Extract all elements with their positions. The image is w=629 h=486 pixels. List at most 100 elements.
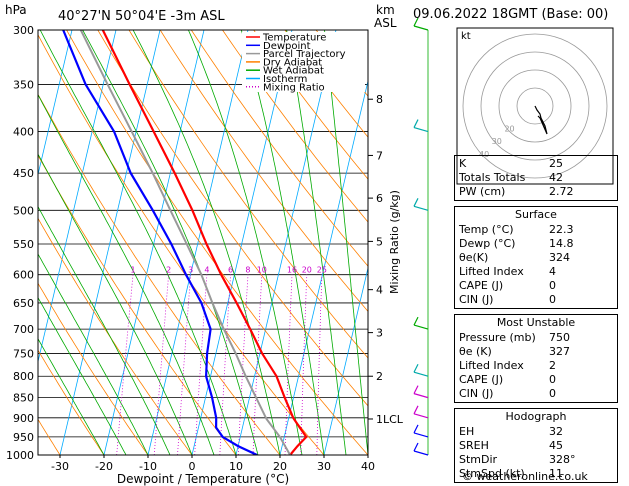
surface-index-value: 4 [549, 265, 556, 278]
hodograph-index-key: EH [459, 425, 475, 438]
legend-entry: Wet Adiabat [263, 66, 324, 77]
pressure-tick-label: 1000 [6, 449, 34, 462]
pressure-tick-label: 700 [13, 323, 34, 336]
isotherm [147, 30, 249, 455]
hodograph-index-row: StmSpd (kt) 11 [455, 467, 617, 481]
most-unstable-index-value: 2 [549, 359, 556, 372]
most-unstable-index-key: θe (K) [459, 345, 492, 358]
wet-adiabat [38, 338, 105, 455]
surface-index-value: 0 [549, 293, 556, 306]
barb-shaft [413, 393, 429, 399]
pressure-tick-label: 300 [13, 24, 34, 37]
legend-entry: Dry Adiabat [263, 57, 322, 68]
hodograph-index-value: 328° [549, 453, 576, 466]
mixing-ratio-label: 2 [166, 266, 171, 275]
legend-entry: Temperature [262, 33, 326, 44]
wet-adiabat [38, 93, 215, 455]
mixing-ratio-line [237, 274, 249, 455]
barb-flag [413, 442, 419, 452]
wet-adiabat [38, 205, 171, 455]
hodograph-ring [480, 51, 590, 161]
hodograph-ring-label: 20 [504, 124, 514, 133]
hodograph-ring-label: 40 [479, 150, 489, 159]
mixing-ratio-line [177, 274, 192, 455]
barb-flag [413, 424, 419, 434]
dry-adiabat [38, 282, 149, 455]
legend-entry: Dewpoint [263, 41, 311, 52]
credit-text: © weatheronline.co.uk [462, 470, 588, 483]
wet-adiabat [286, 30, 347, 455]
surface-index-value: 0 [549, 279, 556, 292]
hodograph-index-key: SREH [459, 439, 489, 452]
general-indices-box: K 25 Totals Totals 42 PW (cm) 2.72 [454, 155, 618, 201]
barb-shaft [413, 324, 429, 330]
general-index-row: K 25 [455, 157, 617, 171]
barb-flag [413, 405, 419, 415]
mixing-ratio-line [219, 274, 231, 455]
general-index-key: PW (cm) [459, 185, 506, 198]
mixing-ratio-label: 20 [302, 266, 312, 275]
hodograph-ring-label: 30 [492, 137, 502, 146]
wind-barb [413, 385, 429, 399]
pressure-tick-label: 450 [13, 167, 34, 180]
wet-adiabat [324, 30, 368, 455]
location-title: 40°27'N 50°04'E -3m ASL [58, 9, 225, 24]
hpa-label: hPa [5, 3, 27, 17]
wet-adiabat [38, 296, 127, 455]
wind-barbs [413, 17, 429, 456]
parcel-trajectory-line [79, 30, 291, 455]
mixing-ratio-label: 8 [245, 266, 250, 275]
barb-shaft [413, 432, 429, 438]
wet-adiabat [38, 253, 149, 455]
isotherm [38, 30, 73, 177]
x-tick-label: 20 [273, 460, 287, 473]
surface-index-row: θe(K) 324 [455, 251, 617, 265]
wind-barb [413, 316, 429, 330]
most-unstable-index-value: 0 [549, 373, 556, 386]
legend-entry: Isotherm [263, 74, 307, 85]
dry-adiabat [38, 154, 237, 455]
km-tick-label: 3 [376, 327, 383, 340]
dry-adiabat [38, 93, 281, 455]
hodograph-index-value: 32 [549, 425, 563, 438]
mixing-ratio-label: 6 [228, 266, 233, 275]
dry-adiabat [97, 30, 368, 407]
wet-adiabat [39, 30, 237, 455]
surface-box: Surface Temp (°C) 22.3 Dewp (°C) 14.8 θe(K) 3… [454, 206, 618, 309]
general-index-value: 42 [549, 171, 563, 184]
most-unstable-index-row: Lifted Index 2 [455, 359, 617, 373]
surface-index-value: 22.3 [549, 223, 574, 236]
km-tick-label: 6 [376, 192, 383, 205]
hodograph-index-row: StmDir 328° [455, 453, 617, 467]
profile-lines [62, 30, 308, 455]
most-unstable-index-row: CIN (J) 0 [455, 387, 617, 401]
surface-index-row: Lifted Index 4 [455, 265, 617, 279]
km-label: km [376, 3, 395, 17]
barb-shaft [413, 25, 429, 31]
wind-barb [413, 405, 429, 419]
asl-label: ASL [374, 16, 397, 30]
x-tick-label: 30 [317, 460, 331, 473]
x-tick-label: 10 [229, 460, 243, 473]
surface-index-key: Dewp (°C) [459, 237, 516, 250]
dry-adiabat [253, 30, 368, 180]
general-index-row: Totals Totals 42 [455, 171, 617, 185]
general-index-value: 25 [549, 157, 563, 170]
pressure-tick-label: 850 [13, 392, 34, 405]
wind-barb [413, 119, 429, 133]
hodograph-box: Hodograph EH 32 SREH 45 StmDir 328° StmSpd (kt… [454, 408, 618, 483]
dry-adiabat [38, 349, 105, 455]
isotherm [235, 30, 337, 455]
surface-title: Surface [515, 208, 557, 221]
dry-adiabat [66, 30, 368, 455]
pressure-tick-label: 650 [13, 297, 34, 310]
most-unstable-index-row: Pressure (mb) 750 [455, 331, 617, 345]
surface-index-row: CIN (J) 0 [455, 293, 617, 307]
x-tick-label: -10 [139, 460, 157, 473]
mixing-ratio-label: 1 [130, 266, 135, 275]
surface-index-value: 324 [549, 251, 570, 264]
km-tick-label: 8 [376, 93, 383, 106]
dry-adiabat [159, 30, 368, 313]
hodograph-ring [462, 33, 608, 179]
